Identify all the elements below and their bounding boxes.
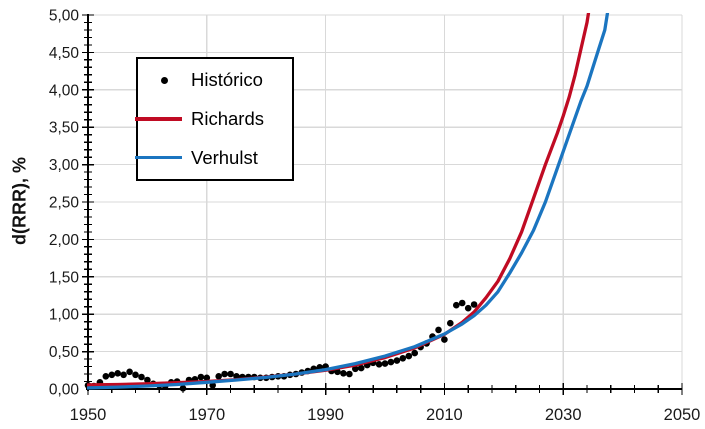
x-tick-labels: 1950 1970 1990 2010 2030 2050 [70,406,701,424]
y-tick-label: 5,00 [49,8,80,25]
legend-item-verhulst: Verhulst [135,139,292,177]
x-tick-label: 2050 [664,406,701,424]
scatter-point [120,371,127,379]
scatter-point [453,301,460,309]
verhulst-curve [87,13,610,390]
scatter-point [108,371,116,379]
y-tick-label: 4,00 [49,82,80,99]
y-tick-label: 3,50 [49,120,80,137]
scatter-point [387,358,395,366]
scatter-point [126,368,133,376]
legend: Histórico Richards Verhulst [135,57,294,181]
scatter-point [197,373,205,381]
scatter-point [381,360,389,367]
legend-label-historico: Histórico [191,69,263,91]
y-tick-label: 2,50 [49,195,80,212]
x-tick-label: 1950 [70,406,107,424]
y-tick-label: 3,00 [49,157,80,174]
scatter-point [346,370,353,378]
y-tick-label: 0,00 [49,382,80,399]
scatter-point [215,373,222,380]
scatter-point [102,373,110,380]
scatter-point [340,370,347,377]
richards-line-marker [135,117,191,121]
historico-dot-marker [138,76,191,84]
x-tick-label: 2010 [426,406,463,424]
scatter-point [132,371,139,379]
x-tick-label: 2030 [545,406,582,424]
scatter-point [393,357,401,364]
scatter-point [138,373,145,381]
legend-item-richards: Richards [135,100,292,138]
scatter-point [447,319,454,327]
scatter-point [441,336,448,343]
scatter-point [209,382,216,389]
legend-item-historico: Histórico [138,61,292,99]
legend-label-richards: Richards [191,107,264,129]
scatter-point [411,349,419,357]
y-tick-label: 1,00 [49,307,80,324]
scatter-point [375,361,383,368]
y-tick-labels: 0,00 0,50 1,00 1,50 2,00 2,50 3,00 3,50 4,00 4,50… [49,8,80,399]
x-tick-label: 1970 [188,406,225,424]
scatter-point [435,326,442,334]
y-tick-label: 4,50 [49,45,80,62]
scatter-point [470,301,478,308]
scatter-point [179,385,187,392]
scatter-point [227,370,234,378]
scatter-point [114,370,121,377]
scatter-point [464,304,472,312]
y-tick-label: 1,50 [49,269,80,286]
scatter-point [458,299,466,307]
scatter-point [352,365,359,373]
legend-label-verhulst: Verhulst [191,146,258,168]
y-tick-label: 2,00 [49,232,80,249]
scatter-point [221,370,228,378]
y-tick-label: 0,50 [49,344,80,361]
scatter-point [399,355,407,362]
scatter-point [357,364,365,372]
scatter-point [144,376,151,384]
scatter-point [405,352,413,360]
verhulst-line-marker [135,155,191,160]
x-tick-label: 1990 [307,406,344,424]
scatter-point [203,374,211,382]
